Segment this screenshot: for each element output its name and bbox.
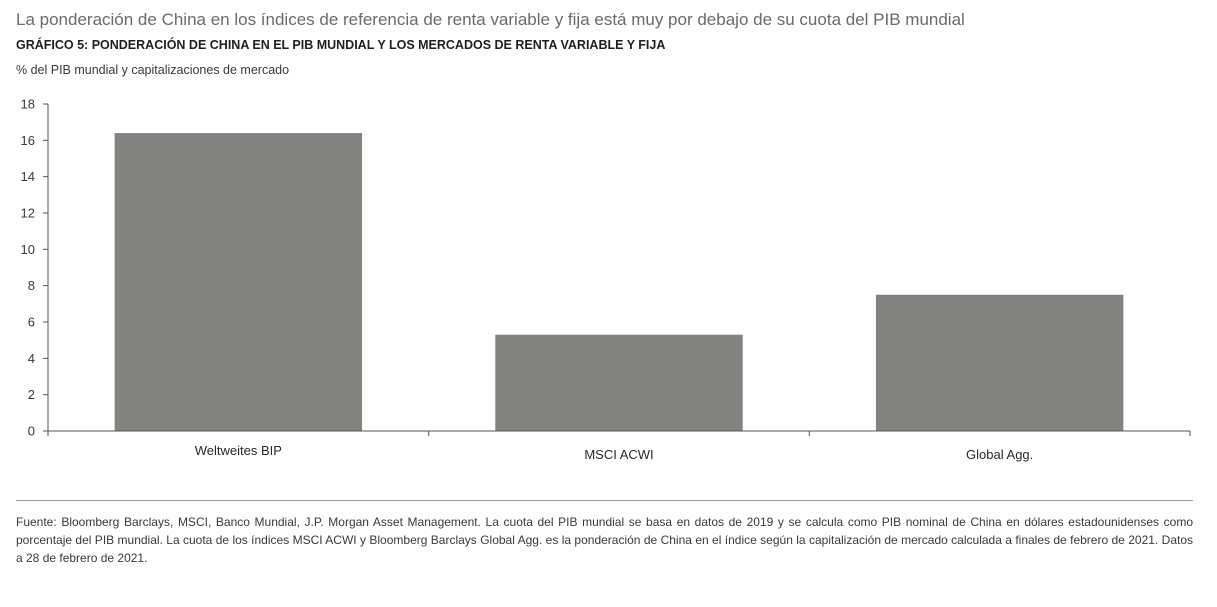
y-tick-label: 10 — [21, 242, 35, 257]
y-tick-label: 16 — [21, 133, 35, 148]
bar — [114, 133, 363, 432]
page-headline: La ponderación de China en los índices d… — [16, 10, 965, 29]
y-tick-label: 0 — [28, 424, 35, 439]
x-category-label: Weltweites BIP — [195, 443, 282, 458]
bar — [875, 294, 1124, 431]
chart-title: GRÁFICO 5: PONDERACIÓN DE CHINA EN EL PI… — [16, 38, 666, 52]
footer-divider — [16, 500, 1193, 501]
x-axis: Weltweites BIP MSCI ACWI Global Agg. — [47, 430, 1191, 462]
x-category-label: MSCI ACWI — [584, 447, 653, 462]
x-category-label: Global Agg. — [966, 447, 1033, 462]
y-tick-label: 12 — [21, 206, 35, 221]
y-axis-label: % del PIB mundial y capitalizaciones de … — [16, 63, 290, 77]
bar — [495, 334, 743, 431]
bar-chart: 0 2 4 6 8 10 12 14 16 18 Weltweites BIP MSCI ACWI G… — [21, 97, 1191, 462]
y-tick-label: 8 — [28, 278, 35, 293]
bars — [114, 133, 1124, 432]
y-tick-label: 6 — [28, 315, 35, 330]
y-tick-label: 4 — [28, 351, 35, 366]
y-tick-label: 2 — [28, 387, 35, 402]
y-tick-label: 18 — [21, 97, 35, 112]
y-tick-label: 14 — [21, 169, 35, 184]
y-axis: 0 2 4 6 8 10 12 14 16 18 — [21, 97, 49, 439]
source-note: Fuente: Bloomberg Barclays, MSCI, Banco … — [16, 515, 1193, 565]
